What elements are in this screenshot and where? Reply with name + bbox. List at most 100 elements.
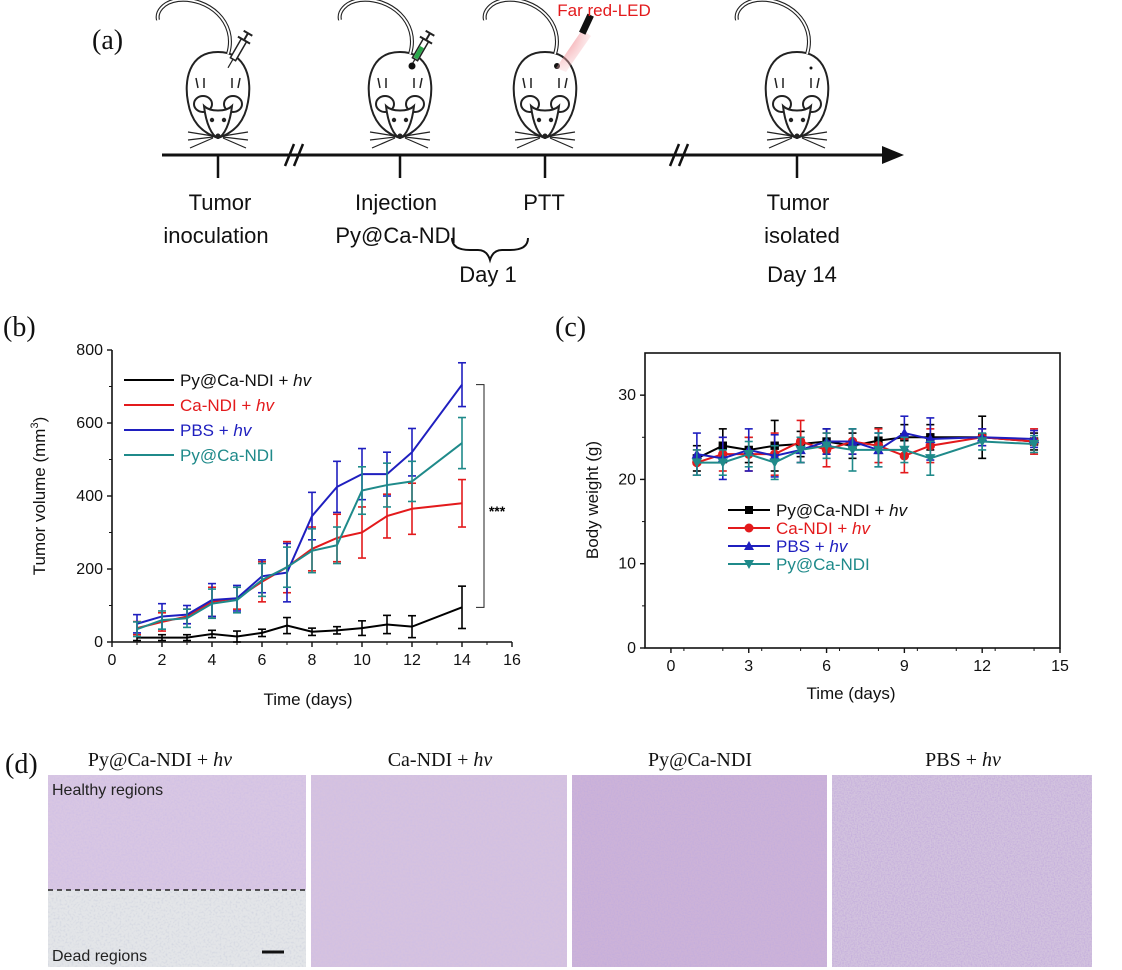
x-tick-label: 9 (900, 658, 909, 675)
led-beam-icon (556, 13, 594, 72)
event-label: PTT (523, 190, 565, 215)
series (691, 415, 1040, 481)
series-line (696, 436, 1035, 460)
timeline-break (283, 143, 690, 167)
event-day: Day 14 (767, 262, 837, 287)
y-tick-label: 400 (76, 488, 103, 505)
event-label: Py@Ca-NDI (335, 223, 456, 248)
series-line (696, 440, 1035, 464)
mouse-inoculation-icon (155, 0, 256, 150)
x-tick-label: 3 (744, 658, 753, 675)
timeline-arrow-icon (882, 146, 904, 164)
timeline-ticks (216, 155, 799, 178)
histology-image-py-ca-ndi-hv: Healthy regions Dead regions (48, 775, 306, 967)
significance-bracket (476, 384, 485, 608)
brace-day-label: Day 1 (459, 262, 516, 287)
panel-c-label: (c) (555, 312, 586, 343)
x-tick-label: 12 (403, 652, 421, 669)
y-tick-label: 0 (94, 634, 103, 651)
x-tick-label: 6 (822, 658, 831, 675)
histology-title: PBS + hv (925, 749, 1001, 771)
panel-b-label: (b) (3, 312, 36, 343)
x-tick-label: 10 (353, 652, 371, 669)
significance-marker: *** (489, 503, 506, 519)
histology-image-py-ca-ndi (572, 775, 827, 967)
event-label: Injection (355, 190, 437, 215)
panel-a-label: (a) (92, 25, 123, 56)
dead-regions-label: Dead regions (52, 948, 147, 965)
data-point (873, 445, 884, 456)
y-tick-label: 20 (618, 471, 636, 488)
plot-frame (644, 352, 1061, 649)
legend-label: Ca-NDI + hv (180, 396, 276, 415)
data-point (743, 449, 754, 460)
y-tick-label: 0 (627, 640, 636, 657)
y-tick-label: 600 (76, 415, 103, 432)
series (691, 428, 1040, 481)
data-point (717, 458, 729, 468)
data-point (899, 427, 910, 438)
data-point (1028, 439, 1040, 450)
event-label: Tumor (767, 190, 830, 215)
legend-label: PBS + hv (776, 537, 849, 556)
y-tick-label: 10 (618, 556, 636, 573)
tumor-volume-chart: 0 2 4 6 8 10 12 14 16 0 200 400 600 800 Py@Ca-NDI + hv… (76, 342, 521, 669)
legend-label: Py@Ca-NDI + hv (776, 501, 909, 520)
x-tick-label: 0 (108, 652, 117, 669)
day1-brace (451, 237, 529, 264)
data-point (744, 560, 754, 569)
series (692, 419, 1039, 477)
x-tick-label: 2 (158, 652, 167, 669)
histology-title: Py@Ca-NDI + hv (88, 749, 232, 771)
series (133, 416, 466, 638)
data-point (744, 523, 754, 533)
x-tick-label: 4 (208, 652, 217, 669)
x-tick-label: 8 (308, 652, 317, 669)
histology-title: Ca-NDI + hv (388, 749, 493, 771)
legend-label: Ca-NDI + hv (776, 519, 872, 538)
panel-c: (c) 0 3 6 9 12 15 0 10 20 30 Py@Ca-NDI + hvCa-NDI … (555, 312, 1069, 703)
legend-label: Py@Ca-NDI + hv (180, 371, 313, 390)
healthy-regions-label: Healthy regions (52, 782, 163, 799)
data-point (925, 454, 936, 464)
series-line (137, 606, 463, 639)
panel-d: (d) Py@Ca-NDI + hv Healthy regions Dead … (5, 749, 1092, 967)
legend-label: Py@Ca-NDI (180, 446, 274, 465)
x-tick-label: 12 (973, 658, 991, 675)
data-point (691, 458, 703, 468)
event-label: Tumor (189, 190, 252, 215)
mouse-injection-icon (337, 0, 438, 150)
x-tick-label: 14 (453, 652, 471, 669)
x-axis-label: Time (days) (263, 690, 352, 709)
x-tick-label: 15 (1051, 658, 1069, 675)
y-tick-label: 800 (76, 342, 103, 359)
panel-d-label: (d) (5, 749, 38, 780)
series-line (136, 442, 463, 631)
data-point (976, 437, 988, 447)
legend-label: Py@Ca-NDI (776, 555, 870, 574)
mouse-ptt-icon (482, 0, 579, 150)
y-tick-label: 200 (76, 561, 103, 578)
histology-image-ca-ndi-hv (311, 775, 567, 967)
data-point (744, 541, 754, 550)
bracket-line (476, 384, 485, 608)
data-point (899, 445, 910, 456)
event-label: inoculation (163, 223, 268, 248)
histology-title: Py@Ca-NDI (648, 749, 752, 771)
event-label: isolated (764, 223, 840, 248)
data-point (847, 445, 858, 456)
x-axis-label: Time (days) (806, 684, 895, 703)
data-point (795, 445, 806, 456)
led-label: Far red-LED (557, 1, 651, 20)
data-point (769, 458, 780, 468)
y-axis-label: Body weight (g) (583, 441, 602, 559)
data-point (745, 506, 753, 514)
y-tick-label: 30 (618, 387, 636, 404)
y-axis-label: Tumor volume (mm3) (29, 417, 49, 576)
series (133, 478, 466, 636)
x-tick-label: 6 (258, 652, 267, 669)
